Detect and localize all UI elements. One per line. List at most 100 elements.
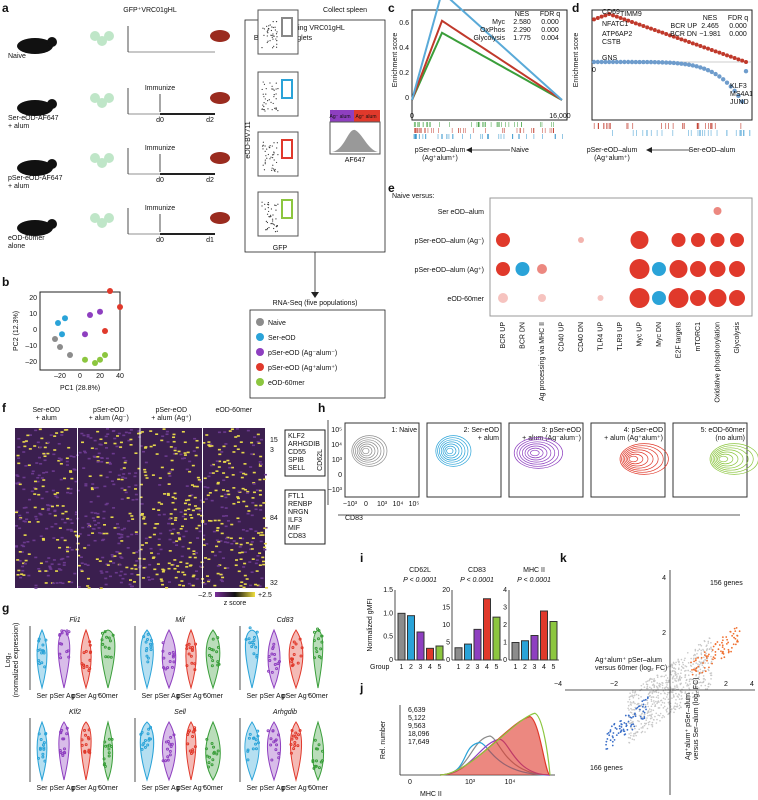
col-label: Glycolysis: [734, 322, 741, 354]
pca-point: [97, 308, 103, 315]
gene-point: [695, 670, 698, 672]
heatmap-cell: [249, 584, 253, 587]
gene-point: [675, 698, 677, 701]
heatmap-cell: [165, 433, 169, 436]
cell-point: [294, 731, 298, 735]
enrichment-point: [611, 13, 615, 18]
x-tick-label: Ser: [37, 693, 49, 700]
gene-point: [727, 641, 730, 644]
heatmap-cell: [179, 453, 183, 456]
y-tick-label: 0: [33, 327, 37, 334]
heatmap-cell: [156, 523, 160, 525]
gene-point: [683, 670, 686, 672]
cell-point: [292, 640, 296, 644]
gene-point: [657, 697, 660, 699]
gene-point: [679, 690, 682, 692]
enrichment-point: [603, 59, 608, 65]
heatmap-cell: [197, 524, 201, 527]
gene-point: [675, 677, 678, 679]
label: Rel. number: [380, 720, 387, 759]
cell-point: [190, 647, 194, 651]
cell-point: [168, 651, 172, 655]
gene-point: [632, 690, 634, 692]
heatmap-cell: [43, 455, 47, 458]
heatmap-cell: [86, 564, 90, 567]
gene-point: [690, 661, 692, 664]
heatmap-cell: [16, 573, 20, 576]
gene-point: [699, 662, 702, 665]
heatmap-cell: [254, 583, 258, 586]
contour: [715, 451, 739, 467]
heatmap-cell: [188, 494, 192, 497]
heatmap-cell: [123, 461, 127, 464]
heatmap-cell: [250, 453, 254, 455]
heatmap-cell: [66, 487, 70, 490]
gene-point: [648, 720, 651, 723]
heatmap-cell: [192, 574, 196, 577]
cell-point: [61, 754, 65, 758]
enrichment-dot: [729, 261, 745, 277]
gene-point: [695, 666, 698, 669]
violin: [102, 720, 114, 782]
x-tick-label: 5: [438, 664, 442, 671]
heatmap-cell: [98, 560, 102, 562]
heatmap-cell: [59, 458, 63, 460]
heatmap-cell: [216, 527, 220, 529]
gene-point: [676, 675, 678, 677]
label: 4: pSer-eOD: [624, 427, 663, 434]
heatmap-cell: [228, 430, 232, 432]
arrow-head: [466, 147, 472, 153]
gene-point: [694, 680, 696, 682]
heatmap-cell: [160, 466, 164, 469]
gene-point: [723, 656, 726, 659]
heatmap-cell: [183, 518, 187, 520]
heatmap-cell: [183, 513, 187, 516]
heatmap-cell: [99, 587, 103, 590]
heatmap-cell: [49, 504, 53, 507]
facs-event: [275, 108, 277, 110]
heatmap-cell: [77, 586, 81, 588]
cell: [90, 153, 100, 163]
contour: [513, 437, 563, 469]
label: + alum (Ag⁻alum⁻): [522, 435, 581, 442]
gene-point: [659, 683, 662, 686]
label: + alum: [36, 415, 57, 422]
heatmap-cell: [133, 475, 137, 478]
enrichment-point: [599, 59, 604, 65]
heatmap-cell: [215, 539, 219, 542]
heatmap-cell: [90, 447, 94, 450]
gene-point: [645, 719, 648, 722]
heatmap-cell: [44, 582, 48, 584]
bar: [483, 598, 491, 661]
cell-point: [212, 751, 216, 755]
cell-point: [149, 645, 153, 649]
gene-point: [665, 674, 667, 677]
facs-event: [264, 110, 266, 112]
label: 0.000: [541, 27, 559, 34]
heatmap-cell: [215, 529, 219, 532]
label: Ag⁺alum⁺ pSer–alum: [685, 693, 692, 760]
gene-point: [628, 696, 631, 698]
gene-point: [632, 723, 635, 726]
heatmap-cell: [59, 581, 63, 584]
gene-point: [697, 656, 699, 659]
x-tick-label: 3: [419, 664, 423, 671]
heatmap-cell: [34, 556, 38, 559]
gene-point: [688, 691, 690, 694]
heatmap-cell: [106, 433, 110, 435]
gene-point: [637, 719, 639, 722]
heatmap-cell: [232, 451, 236, 453]
cell-point: [80, 738, 84, 742]
heatmap-cell: [41, 485, 45, 488]
heatmap-cell: [159, 578, 163, 581]
gene-point: [665, 696, 668, 698]
heatmap-cell: [149, 445, 153, 448]
facs-event: [269, 158, 271, 160]
heatmap-cell: [121, 476, 125, 479]
heatmap-cell: [166, 441, 170, 443]
heatmap-cell: [110, 554, 114, 556]
cell-point: [273, 657, 277, 661]
heatmap-cell: [80, 432, 84, 435]
cell-point: [256, 729, 260, 733]
heatmap-cell: [134, 484, 138, 487]
